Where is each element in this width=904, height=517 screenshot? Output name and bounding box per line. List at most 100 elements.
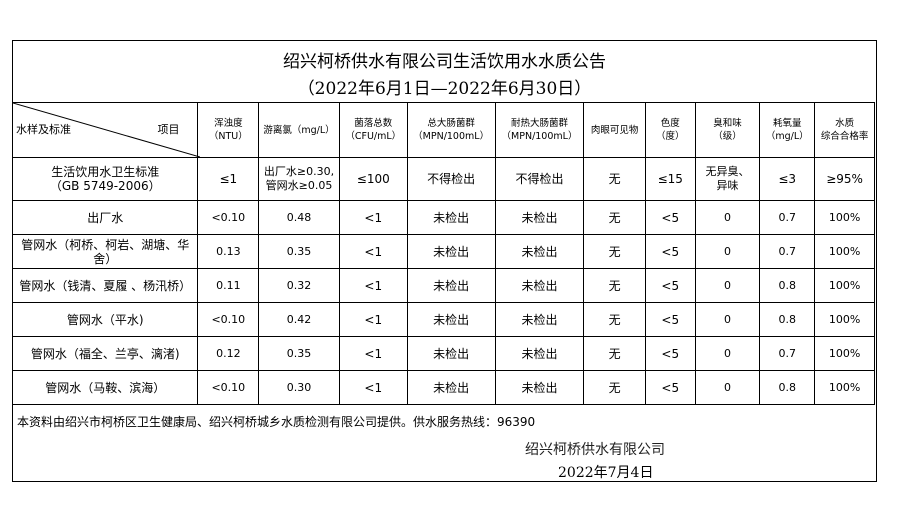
column-header-name: 耗氧量 [772,118,802,129]
result-value: 0 [694,336,761,371]
column-header-unit: （级） [713,131,742,142]
result-value: 未检出 [406,234,496,269]
result-value: 0.13 [197,234,260,269]
result-value: 未检出 [406,268,496,303]
column-header-name: 水质 [835,118,855,129]
result-value: 0.30 [258,370,340,405]
result-value: 0.12 [197,336,260,371]
sample-name: 出厂水 [11,200,199,235]
row-axis-label: 水样及标准 [16,123,71,136]
result-value: <0.10 [197,370,260,405]
standard-value: ≥95% [814,157,875,201]
result-value: 100% [814,336,875,371]
result-value: 未检出 [494,234,585,269]
result-value: <1 [338,302,408,337]
result-value: 无 [583,200,646,235]
notice-title: 绍兴柯桥供水有限公司生活饮用水水质公告 [283,52,606,72]
result-value: 未检出 [494,200,585,235]
result-value: <1 [338,370,408,405]
column-header: 浑浊度 （NTU） [197,102,260,158]
standard-value: 不得检出 [494,157,585,201]
table-row: 管网水（福全、兰亭、漓渚) 0.12 0.35 <1 未检出 未检出无 <5 0 0.7 100% [11,336,875,371]
result-value: 0.8 [759,268,816,303]
table-row: 管网水（钱清、夏履 、杨汛桥） 0.11 0.32 <1 未检出 未检出无 <5 0 0.8 10… [11,268,875,303]
standard-value: 不得检出 [406,157,496,201]
result-value: <1 [338,200,408,235]
result-value: 0.8 [759,370,816,405]
result-value: 0 [694,200,761,235]
result-value: 未检出 [494,336,585,371]
column-header: 水质 综合合格率 [814,102,875,158]
table-row: 管网水（马鞍、滨海） <0.10 0.30 <1 未检出 未检出无 <5 0 0.8 100% [11,370,875,405]
column-header-unit: （NTU） [208,131,248,142]
result-value: 0.35 [258,336,340,371]
result-value: 100% [814,234,875,269]
result-value: 0 [694,302,761,337]
column-header-unit: （mg/L） [765,131,809,142]
result-value: <1 [338,268,408,303]
standard-row: 生活饮用水卫生标准 （GB 5749-2006） ≤1 出厂水≥0.30, 管网水≥0… [11,157,875,201]
result-value: 100% [814,268,875,303]
result-value: <5 [644,336,696,371]
result-value: 0.32 [258,268,340,303]
diagonal-header-cell: 水样及标准 项目 [11,102,200,158]
company-signature: 绍兴柯桥供水有限公司 [525,442,665,458]
sample-name: 管网水（柯桥、柯岩、湖塘、华舍） [11,234,199,269]
result-value: 无 [583,268,646,303]
column-header: 肉眼可见物 [583,102,646,158]
result-value: 100% [814,370,875,405]
result-value: <5 [644,302,696,337]
result-value: 未检出 [406,336,496,371]
result-value: 0.7 [759,234,816,269]
result-value: 0.7 [759,200,816,235]
result-value: 无 [583,370,646,405]
result-value: 无 [583,302,646,337]
result-value: 0.42 [258,302,340,337]
column-header-name: 菌落总数 [354,118,393,129]
result-value: <1 [338,234,408,269]
result-value: <5 [644,234,696,269]
standard-name-cell: 生活饮用水卫生标准 （GB 5749-2006） [11,157,199,201]
result-value: <0.10 [197,200,260,235]
standard-value: 出厂水≥0.30, 管网水≥0.05 [258,157,340,201]
standard-value: ≤3 [759,157,816,201]
result-value: <5 [644,370,696,405]
result-value: 100% [814,302,875,337]
column-header-unit: （度） [656,131,685,142]
table-row: 管网水（平水) <0.10 0.42 <1 未检出 未检出无 <5 0 0.8 100% [11,302,875,337]
standard-value: 无异臭、 异味 [694,157,761,201]
result-value: 0 [694,268,761,303]
result-value: <5 [644,200,696,235]
column-header-unit: （MPN/100mL） [413,131,490,142]
column-header: 耐热大肠菌群 （MPN/100mL） [494,102,585,158]
standard-name: 生活饮用水卫生标准 [51,165,160,179]
result-value: 未检出 [406,200,496,235]
result-value: 0 [694,234,761,269]
result-value: 0 [694,370,761,405]
result-value: 0.7 [759,336,816,371]
column-axis-label: 项目 [157,123,180,136]
column-header-name: 臭和味 [713,118,742,129]
result-value: 0.8 [759,302,816,337]
column-header-name: 耐热大肠菌群 [510,118,568,129]
standard-value: ≤100 [338,157,408,201]
sample-name: 管网水（马鞍、滨海） [11,370,199,405]
source-note: 本资料由绍兴市柯桥区卫生健康局、绍兴柯桥城乡水质检测有限公司提供。供水服务热线：… [17,415,536,429]
result-value: 100% [814,200,875,235]
water-quality-table: 水样及标准 项目 浑浊度 （NTU） 游离氯（mg/L） 菌落总数 （CFU/mL） 总大肠菌… [11,102,875,405]
result-value: <5 [644,268,696,303]
column-header: 色度 （度） [644,102,696,158]
standard-value: ≤15 [644,157,696,201]
standard-value: 无 [583,157,646,201]
column-header-unit: （CFU/mL） [345,131,402,142]
result-value: 无 [583,234,646,269]
column-header: 游离氯（mg/L） [258,102,340,158]
sample-name: 管网水（平水) [11,302,199,337]
column-header: 总大肠菌群 （MPN/100mL） [406,102,496,158]
column-header-name: 游离氯（mg/L） [263,124,335,136]
result-value: 0.48 [258,200,340,235]
column-header-name: 浑浊度 [214,118,243,129]
sample-name: 管网水（福全、兰亭、漓渚) [11,336,199,371]
standard-value: ≤1 [197,157,260,201]
column-header: 菌落总数 （CFU/mL） [338,102,408,158]
